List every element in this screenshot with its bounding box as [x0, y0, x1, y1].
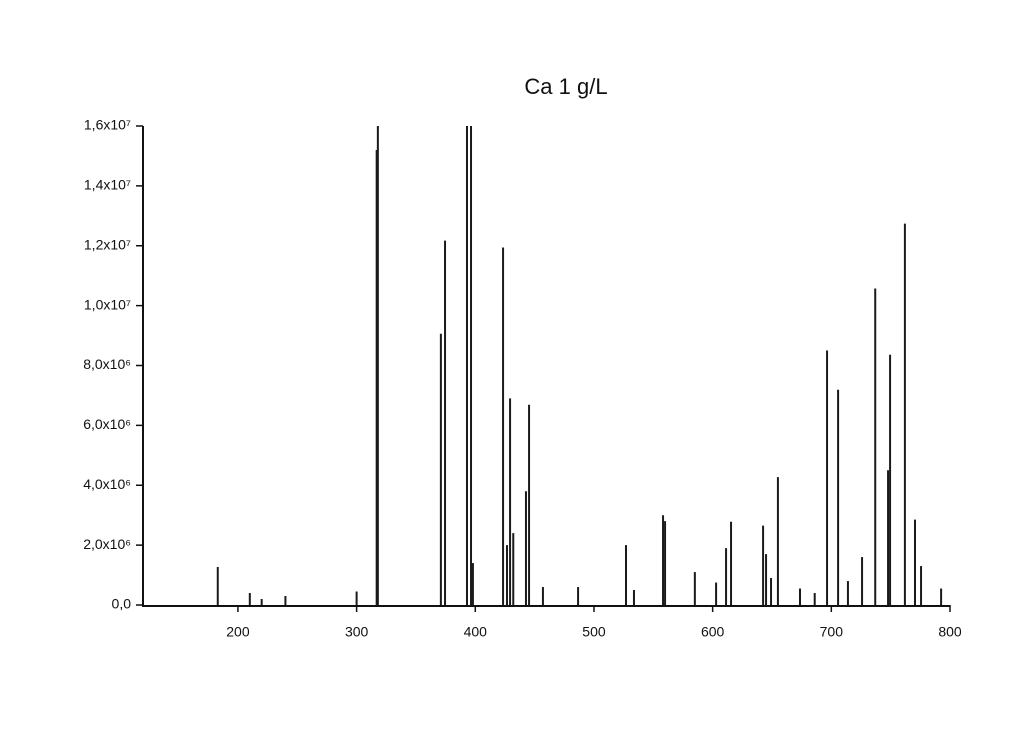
x-tick-label: 500	[582, 624, 606, 640]
y-tick-label: 2,0x10⁶	[83, 536, 131, 552]
x-tick-label: 200	[226, 624, 250, 640]
y-tick-label: 8,0x10⁶	[83, 356, 131, 372]
y-tick-label: 0,0	[112, 596, 132, 612]
y-tick-label: 1,0x10⁷	[84, 296, 131, 312]
x-tick-label: 300	[345, 624, 369, 640]
chart-title: Ca 1 g/L	[524, 74, 607, 99]
x-tick-label: 600	[701, 624, 725, 640]
y-tick-label: 1,2x10⁷	[84, 236, 131, 252]
x-tick-label: 400	[464, 624, 488, 640]
y-tick-label: 1,4x10⁷	[84, 177, 131, 193]
y-tick-label: 6,0x10⁶	[83, 416, 131, 432]
y-tick-label: 4,0x10⁶	[83, 476, 131, 492]
y-tick-label: 1,6x10⁷	[84, 117, 131, 133]
x-tick-label: 800	[938, 624, 962, 640]
x-tick-label: 700	[820, 624, 844, 640]
